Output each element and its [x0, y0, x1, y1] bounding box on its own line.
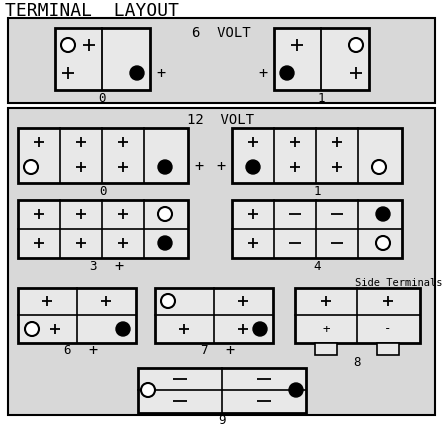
Circle shape [376, 236, 390, 250]
Circle shape [246, 160, 260, 174]
Circle shape [130, 66, 144, 80]
Bar [315, 343, 337, 355]
Bar [18, 128, 188, 183]
Bar [8, 108, 435, 415]
Circle shape [116, 322, 130, 336]
Text: +: + [89, 343, 97, 358]
Bar [18, 200, 188, 258]
Text: +: + [156, 66, 166, 81]
Text: +: + [194, 159, 204, 175]
Text: 6  VOLT: 6 VOLT [192, 26, 250, 40]
Bar [232, 128, 402, 183]
Text: 1: 1 [313, 184, 321, 198]
Bar [55, 28, 150, 90]
Circle shape [141, 383, 155, 397]
Bar [8, 18, 435, 103]
Text: 0: 0 [99, 184, 107, 198]
Text: +: + [258, 66, 268, 81]
Text: 7: 7 [200, 345, 208, 358]
Circle shape [376, 207, 390, 221]
Bar [377, 343, 399, 355]
Circle shape [161, 294, 175, 308]
Text: TERMINAL  LAYOUT: TERMINAL LAYOUT [5, 2, 179, 20]
Circle shape [158, 207, 172, 221]
Circle shape [158, 160, 172, 174]
Circle shape [25, 322, 39, 336]
Text: 6: 6 [63, 345, 71, 358]
Text: 12  VOLT: 12 VOLT [187, 113, 254, 127]
Bar [295, 288, 420, 343]
Text: -: - [384, 323, 392, 335]
Text: 4: 4 [313, 260, 321, 272]
Bar [155, 288, 273, 343]
Text: 3: 3 [89, 260, 97, 272]
Circle shape [61, 38, 75, 52]
Text: 0: 0 [98, 92, 106, 105]
Text: 1: 1 [317, 92, 325, 105]
Circle shape [372, 160, 386, 174]
Text: +: + [114, 259, 124, 273]
Circle shape [253, 322, 267, 336]
Circle shape [289, 383, 303, 397]
Circle shape [24, 160, 38, 174]
Text: +: + [217, 159, 225, 175]
Text: 8: 8 [353, 357, 361, 369]
Circle shape [158, 236, 172, 250]
Text: +: + [225, 343, 234, 358]
Text: Side Terminals: Side Terminals [355, 278, 443, 288]
Text: 9: 9 [218, 415, 226, 427]
Bar [274, 28, 369, 90]
Text: +: + [322, 323, 330, 335]
Circle shape [280, 66, 294, 80]
Circle shape [349, 38, 363, 52]
Bar [232, 200, 402, 258]
Bar [18, 288, 136, 343]
Bar [138, 368, 306, 413]
